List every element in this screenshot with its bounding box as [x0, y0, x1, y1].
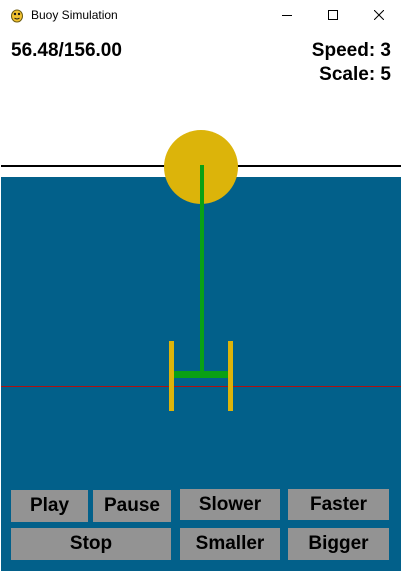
bigger-button[interactable]: Bigger — [288, 528, 389, 560]
scale-readout: Scale: 5 — [319, 64, 391, 85]
play-button[interactable]: Play — [11, 490, 88, 522]
speed-readout: Speed: 3 — [311, 40, 391, 61]
reference-depth-line — [1, 386, 401, 387]
left-guide-bar — [169, 341, 174, 411]
pygame-snake-icon — [11, 9, 23, 23]
tether-rod — [200, 165, 204, 373]
heave-plate — [173, 371, 229, 378]
right-guide-bar — [228, 341, 233, 411]
minimize-button[interactable] — [264, 0, 310, 31]
minimize-icon — [282, 15, 292, 16]
slower-button[interactable]: Slower — [180, 489, 280, 520]
maximize-button[interactable] — [310, 0, 356, 31]
title-bar[interactable]: Buoy Simulation — [0, 0, 402, 31]
buoy-scene — [164, 130, 238, 411]
stop-button[interactable]: Stop — [11, 528, 171, 560]
close-icon — [374, 10, 384, 20]
window-title: Buoy Simulation — [31, 8, 118, 22]
time-readout: 56.48/156.00 — [11, 40, 122, 61]
close-button[interactable] — [356, 0, 402, 31]
smaller-button[interactable]: Smaller — [180, 528, 280, 560]
simulation-canvas: 56.48/156.00 Speed: 3 Scale: 5 Play Paus… — [1, 31, 401, 571]
maximize-icon — [328, 10, 338, 20]
faster-button[interactable]: Faster — [288, 489, 389, 520]
pause-button[interactable]: Pause — [93, 490, 171, 522]
